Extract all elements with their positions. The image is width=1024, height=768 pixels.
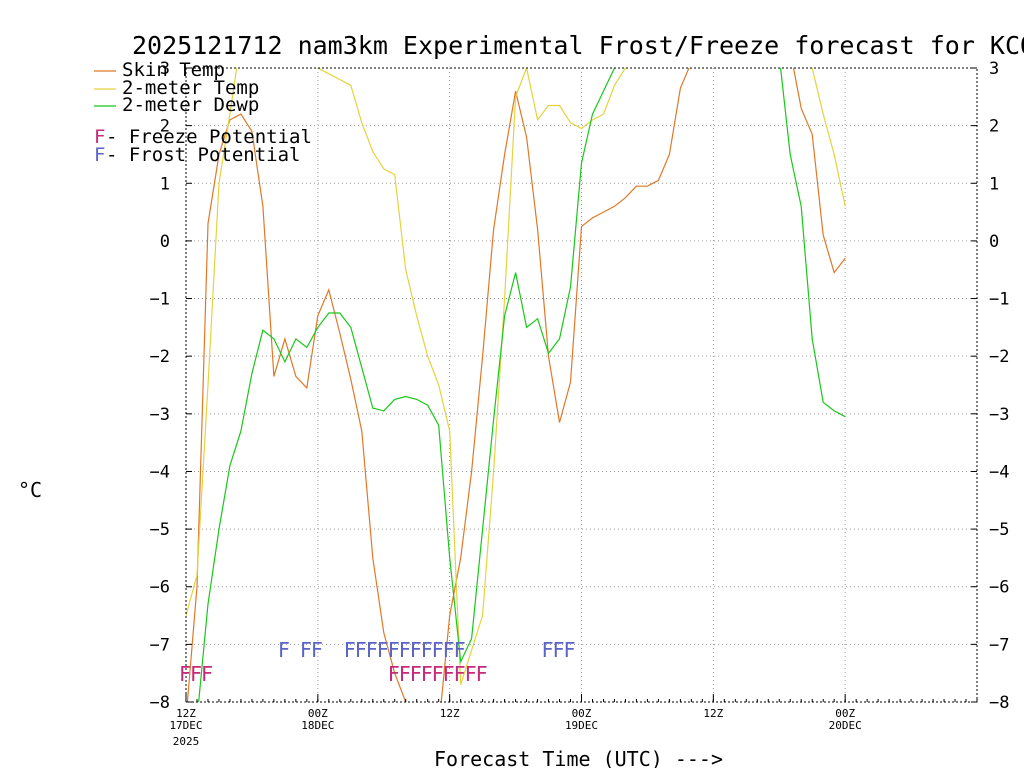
frost-marker: F	[377, 638, 389, 662]
x-tick-label-date: 17DEC	[169, 719, 202, 732]
x-tick-label-date: 19DEC	[565, 719, 598, 732]
legend-2m-dewp-label: 2-meter Dewp	[122, 94, 259, 116]
legend-frost-label: - Frost Potential	[106, 144, 300, 166]
freeze-marker: F	[432, 662, 444, 686]
freeze-marker: F	[443, 662, 455, 686]
freeze-marker: F	[465, 662, 477, 686]
series-skin-temp	[186, 68, 846, 702]
y-tick-label-left: −6	[150, 578, 170, 598]
frost-marker: F	[443, 638, 455, 662]
x-tick-label-time: 12Z	[176, 707, 196, 720]
freeze-marker: F	[201, 662, 213, 686]
x-tick-label-time: 00Z	[308, 707, 328, 720]
y-tick-label-right: −5	[989, 520, 1009, 540]
y-tick-label-left: −7	[150, 635, 170, 655]
x-tick-label-time: 12Z	[440, 707, 460, 720]
frost-marker: F	[410, 638, 422, 662]
y-tick-label-right: −8	[989, 693, 1009, 713]
frost-marker: F	[344, 638, 356, 662]
y-tick-label-left: −3	[150, 405, 170, 425]
freeze-marker: F	[421, 662, 433, 686]
x-axis-label: Forecast Time (UTC) --->	[434, 747, 723, 768]
frost-marker: F	[542, 638, 554, 662]
y-tick-label-right: −3	[989, 405, 1009, 425]
x-tick-label-year: 2025	[173, 735, 200, 748]
x-tick-label-date: 20DEC	[829, 719, 862, 732]
y-tick-label-right: 0	[989, 232, 999, 252]
frost-marker: F	[300, 638, 312, 662]
freeze-marker: F	[399, 662, 411, 686]
legend-freeze-letter: F	[94, 126, 105, 148]
y-tick-label-left: 1	[160, 174, 170, 194]
series-group	[186, 68, 846, 702]
y-tick-label-right: −4	[989, 462, 1009, 482]
y-axis-label: °C	[18, 478, 42, 502]
y-tick-label-left: −1	[150, 290, 170, 310]
x-tick-label-time: 00Z	[572, 707, 592, 720]
axes: −8 −8 −7 −7 −6 −6 −5 −5 −4 −4 −3 −3 −2 −2 −1 −1 0 0 1 1 2 2 3 3…	[150, 59, 1010, 748]
y-tick-label-left: −2	[150, 347, 170, 367]
y-tick-label-right: −7	[989, 635, 1009, 655]
freeze-marker: F	[190, 662, 202, 686]
y-tick-label-right: 2	[989, 117, 999, 137]
frost-marker: F	[278, 638, 290, 662]
series-2-meter-temp	[186, 68, 846, 685]
frost-marker: F	[366, 638, 378, 662]
frost-marker: F	[388, 638, 400, 662]
y-tick-label-right: −1	[989, 290, 1009, 310]
y-tick-label-left: 2	[160, 117, 170, 137]
frost-marker: F	[564, 638, 576, 662]
x-tick-label-time: 00Z	[835, 707, 855, 720]
grid	[186, 68, 977, 702]
legend-2m-temp-label: 2-meter Temp	[122, 77, 259, 99]
frost-marker: F	[553, 638, 565, 662]
freeze-marker: F	[454, 662, 466, 686]
freeze-marker: F	[388, 662, 400, 686]
freeze-marker: F	[410, 662, 422, 686]
x-tick-label-time: 12Z	[703, 707, 723, 720]
y-tick-label-right: 1	[989, 174, 999, 194]
x-tick-label-date: 18DEC	[301, 719, 334, 732]
y-tick-label-left: −8	[150, 693, 170, 713]
frost-marker: F	[454, 638, 466, 662]
frost-marker: F	[432, 638, 444, 662]
legend-skin-temp-label: Skin Temp	[122, 59, 225, 81]
y-tick-label-right: −6	[989, 578, 1009, 598]
y-tick-label-left: −5	[150, 520, 170, 540]
frost-marker: F	[399, 638, 411, 662]
y-tick-label-right: 3	[989, 59, 999, 79]
series-2-meter-dewp	[198, 68, 846, 702]
y-tick-label-left: −4	[150, 462, 170, 482]
y-tick-label-left: 3	[160, 59, 170, 79]
y-tick-label-left: 0	[160, 232, 170, 252]
legend: Skin Temp 2-meter Temp 2-meter Dewp F - …	[94, 59, 312, 166]
freeze-marker: F	[179, 662, 191, 686]
freeze-marker: F	[476, 662, 488, 686]
chart-title: 2025121712 nam3km Experimental Frost/Fre…	[132, 31, 1024, 60]
frost-marker: F	[311, 638, 323, 662]
legend-freeze-label: - Freeze Potential	[106, 126, 312, 148]
frost-marker: F	[355, 638, 367, 662]
y-tick-label-right: −2	[989, 347, 1009, 367]
legend-frost-letter: F	[94, 144, 105, 166]
frost-marker: F	[421, 638, 433, 662]
